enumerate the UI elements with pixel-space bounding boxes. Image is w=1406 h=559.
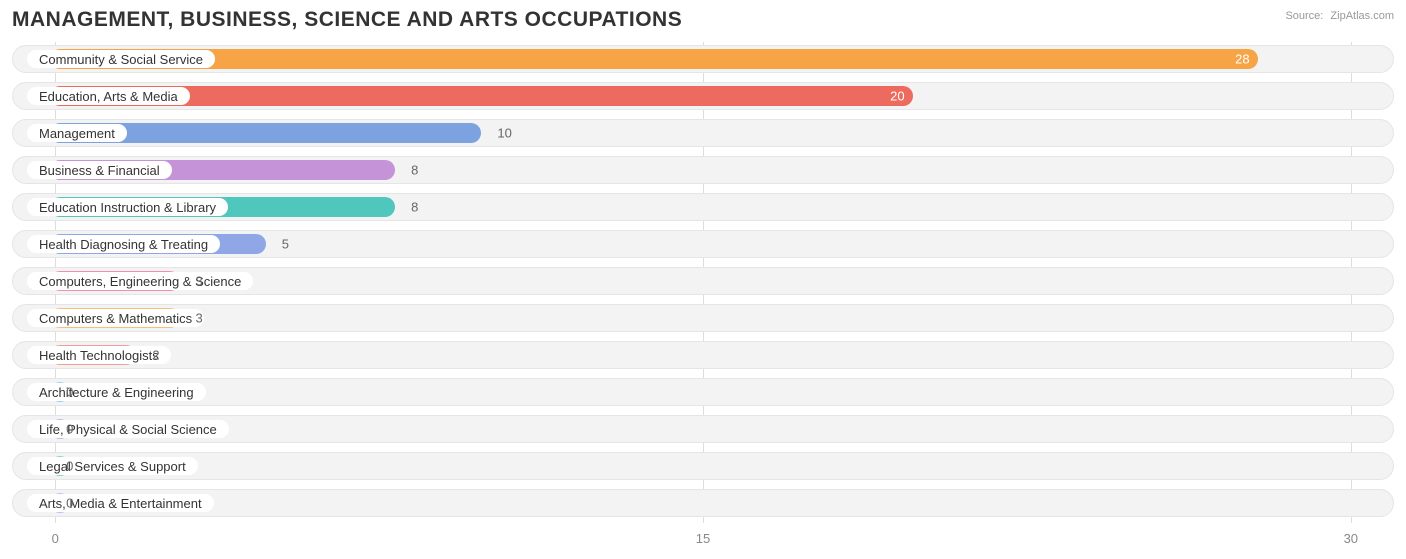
bar-value: 0 [66, 422, 73, 437]
chart-container: Community & Social Service28Education, A… [12, 42, 1394, 551]
bar-track: Health Diagnosing & Treating 5 [12, 230, 1394, 258]
bar-track: Education, Arts & Media 20 [12, 82, 1394, 110]
bar-label: Management [27, 124, 127, 142]
bar-track: Legal Services & Support0 [12, 452, 1394, 480]
bar-value: 8 [411, 163, 418, 178]
bar-row: Life, Physical & Social Science0 [12, 412, 1394, 446]
chart-title: MANAGEMENT, BUSINESS, SCIENCE AND ARTS O… [12, 8, 682, 32]
bar-label: Arts, Media & Entertainment [27, 494, 214, 512]
bar-row: Health Technologists2 [12, 338, 1394, 372]
axis-tick-label: 15 [696, 531, 710, 546]
bar-label: Education, Arts & Media [27, 87, 190, 105]
bar-row: Legal Services & Support0 [12, 449, 1394, 483]
bar-value: 3 [196, 311, 203, 326]
bar-value: 2 [152, 348, 159, 363]
bar-row: Health Diagnosing & Treating 5 [12, 227, 1394, 261]
bar-value: 0 [66, 459, 73, 474]
bar-track: Management 10 [12, 119, 1394, 147]
bar-row: Education, Arts & Media 20 [12, 79, 1394, 113]
bar-value: 3 [196, 274, 203, 289]
bar-value: 0 [66, 496, 73, 511]
bar-label: Health Technologists [27, 346, 171, 364]
source-label: Source: [1285, 10, 1323, 22]
bar-label: Health Diagnosing & Treating [27, 235, 220, 253]
bar-value: 0 [66, 385, 73, 400]
bar-fill [50, 49, 1258, 69]
bar-label: Computers, Engineering & Science [27, 272, 253, 290]
bar-value: 5 [282, 237, 289, 252]
x-axis: 0 15 30 [12, 527, 1394, 551]
chart-plot-area: Community & Social Service28Education, A… [12, 42, 1394, 523]
bar-track: Life, Physical & Social Science0 [12, 415, 1394, 443]
bar-row: Education Instruction & Library 8 [12, 190, 1394, 224]
bar-label: Life, Physical & Social Science [27, 420, 229, 438]
bar-track: Computers, Engineering & Science3 [12, 267, 1394, 295]
bar-label: Business & Financial [27, 161, 172, 179]
bar-row: Business & Financial 8 [12, 153, 1394, 187]
bar-label: Computers & Mathematics [27, 309, 204, 327]
bar-track: Health Technologists2 [12, 341, 1394, 369]
bar-label: Legal Services & Support [27, 457, 198, 475]
bar-row: Arts, Media & Entertainment0 [12, 486, 1394, 520]
bar-track: Architecture & Engineering0 [12, 378, 1394, 406]
bar-row: Management 10 [12, 116, 1394, 150]
bar-row: Architecture & Engineering0 [12, 375, 1394, 409]
bar-value: 28 [1235, 52, 1249, 67]
bar-track: Education Instruction & Library 8 [12, 193, 1394, 221]
bar-row: Computers & Mathematics3 [12, 301, 1394, 335]
axis-tick-label: 30 [1344, 531, 1358, 546]
bar-track: Community & Social Service 28 [12, 45, 1394, 73]
axis-tick-label: 0 [52, 531, 59, 546]
bar-value: 10 [497, 126, 511, 141]
source-attribution: Source: ZipAtlas.com [1285, 8, 1394, 22]
bar-label: Education Instruction & Library [27, 198, 228, 216]
source-name: ZipAtlas.com [1330, 10, 1394, 22]
bar-label: Community & Social Service [27, 50, 215, 68]
chart-header: MANAGEMENT, BUSINESS, SCIENCE AND ARTS O… [12, 8, 1394, 32]
bar-value: 8 [411, 200, 418, 215]
bar-track: Computers & Mathematics3 [12, 304, 1394, 332]
bar-value: 20 [890, 89, 904, 104]
bar-track: Business & Financial 8 [12, 156, 1394, 184]
bar-row: Computers, Engineering & Science3 [12, 264, 1394, 298]
bar-label: Architecture & Engineering [27, 383, 206, 401]
bar-row: Community & Social Service 28 [12, 42, 1394, 76]
bar-track: Arts, Media & Entertainment0 [12, 489, 1394, 517]
